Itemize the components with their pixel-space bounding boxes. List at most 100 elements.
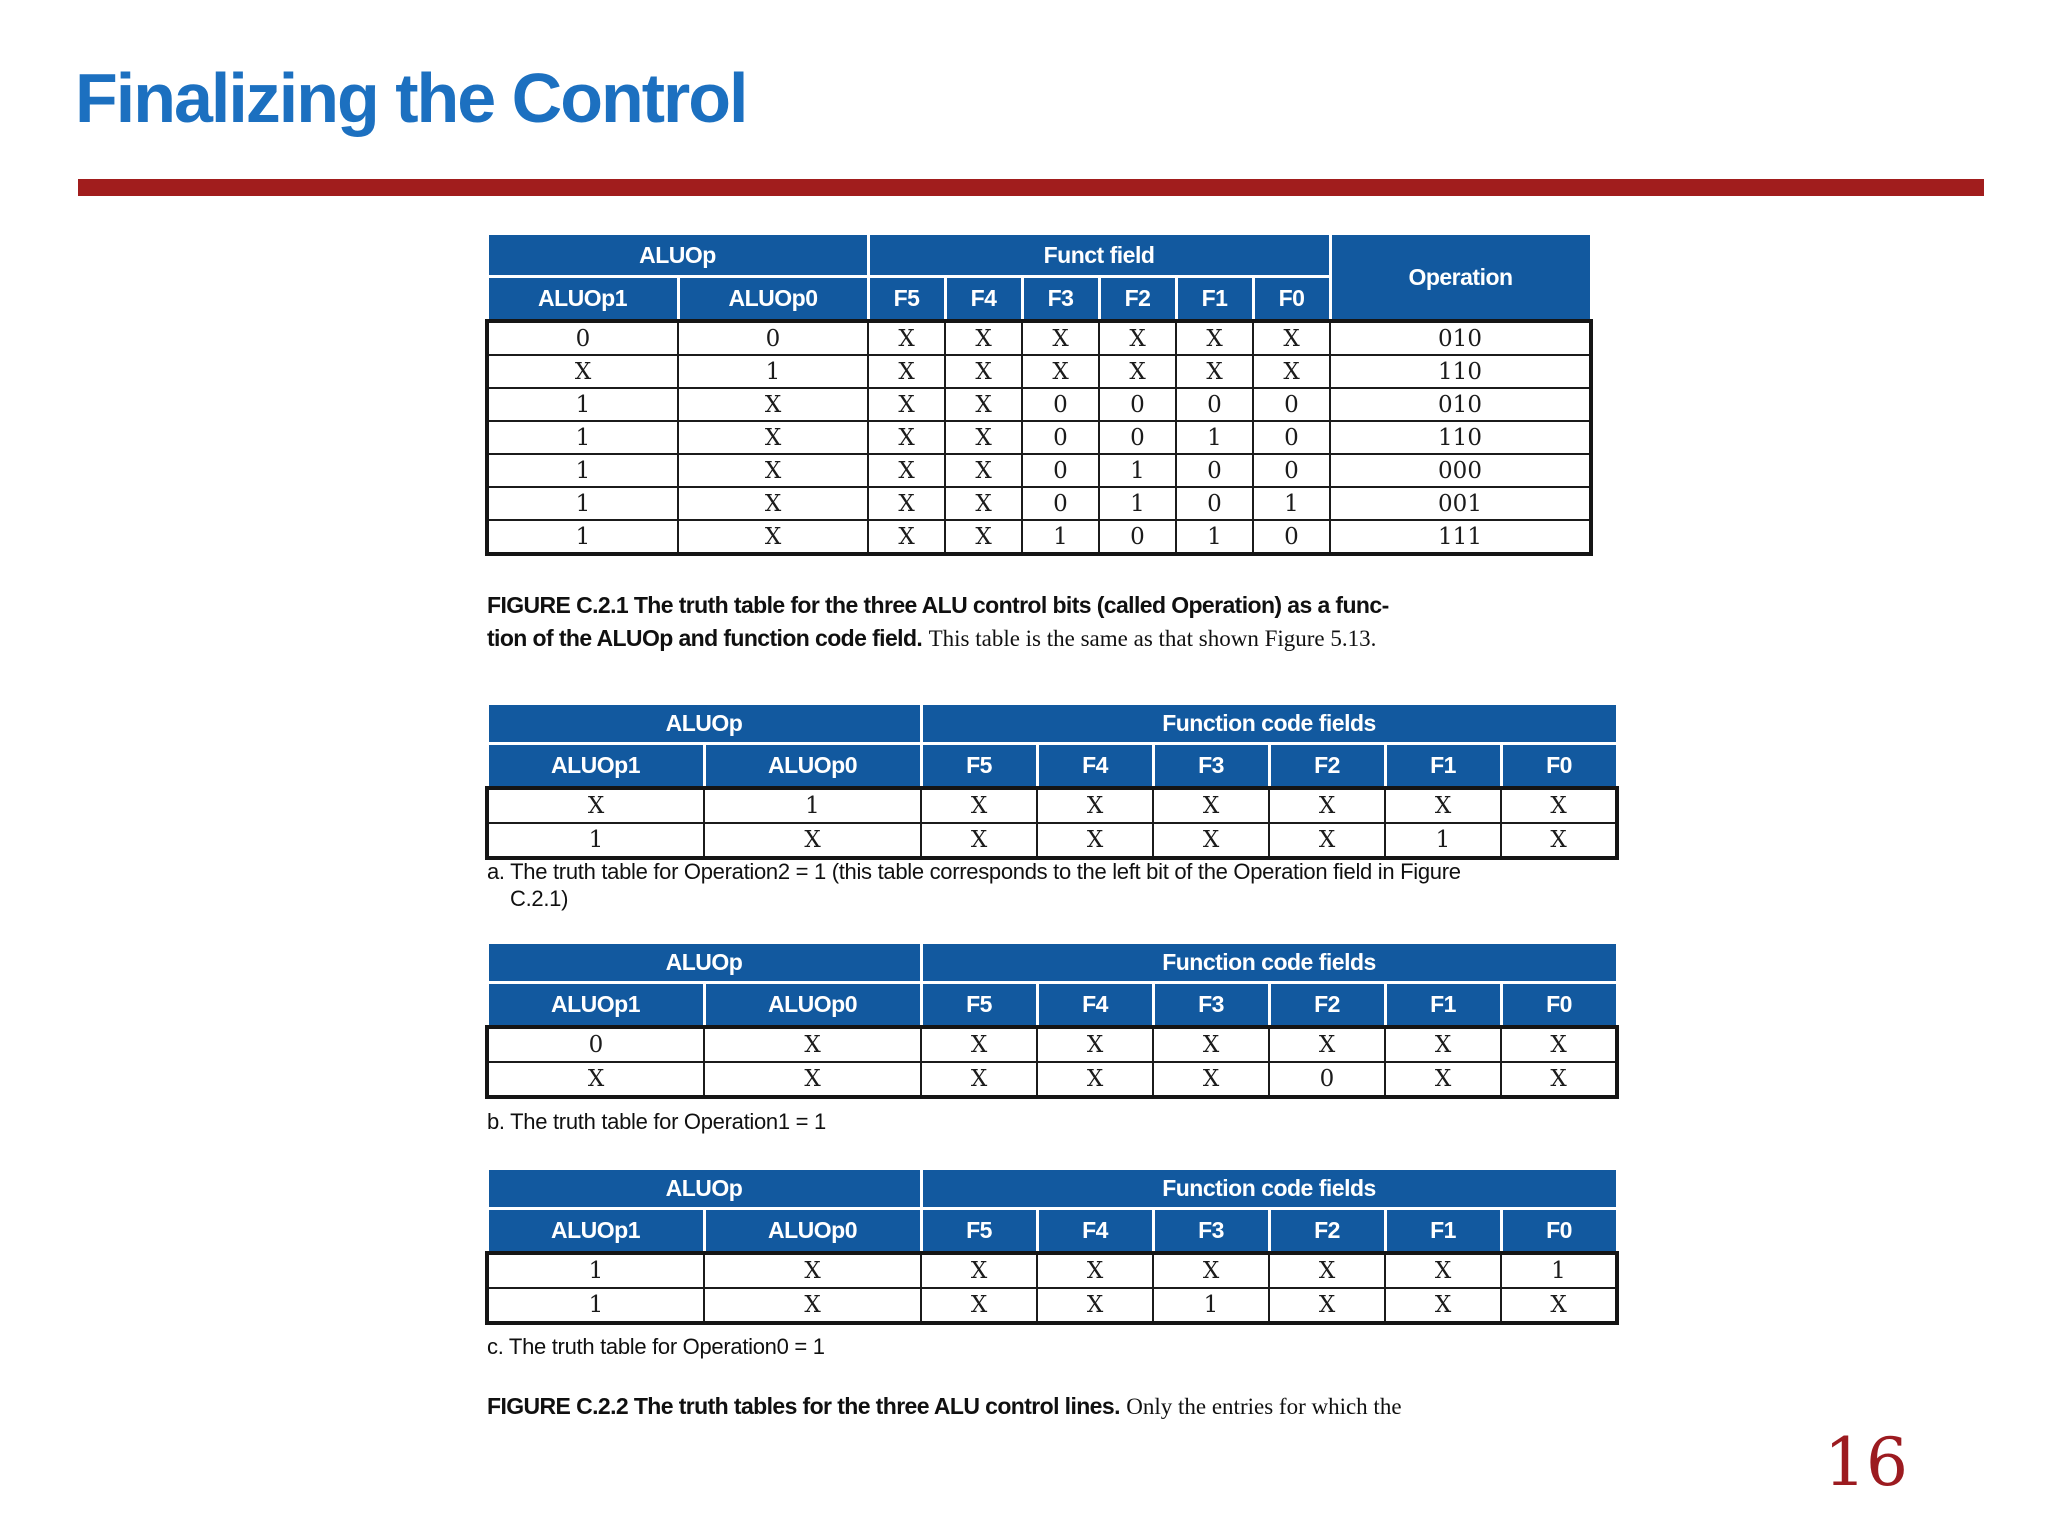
caption-a-line2: C.2.1) xyxy=(510,886,569,911)
group-header-function-code-fields: Function code fields xyxy=(919,941,1619,984)
caption-c-line1: c. The truth table for Operation0 = 1 xyxy=(487,1334,825,1359)
table-cell: X xyxy=(1152,1061,1270,1098)
caption-b: b. The truth table for Operation1 = 1 xyxy=(487,1108,1637,1135)
group-header-aluop: ALUOp xyxy=(485,1167,923,1210)
table-cell: X xyxy=(920,1061,1038,1098)
table-cell: 0 xyxy=(1021,387,1100,422)
group-header-operation: Operation xyxy=(1328,232,1593,323)
table-cell: X xyxy=(1500,1287,1618,1324)
table-cell: X xyxy=(867,453,946,488)
figure-c21-caption: FIGURE C.2.1 The truth table for the thr… xyxy=(487,589,1637,655)
table-cell: X xyxy=(1036,1026,1154,1063)
table-cell: X xyxy=(944,486,1023,521)
truth-table-operation0: ALUOp Function code fields ALUOp1 ALUOp0 F… xyxy=(485,1167,1619,1325)
table-cell: X xyxy=(920,1026,1038,1063)
column-header: F5 xyxy=(919,981,1039,1029)
table-cell: 0 xyxy=(677,320,869,356)
table-cell: 000 xyxy=(1329,453,1592,488)
column-header: ALUOp1 xyxy=(485,275,680,323)
column-header-row: ALUOp1 ALUOp0 F5 F4 F3 F2 F1 F0 xyxy=(485,275,1591,323)
table-cell: 1 xyxy=(1252,486,1331,521)
table-cell: X xyxy=(1384,1026,1502,1063)
column-header-row: ALUOp1 ALUOp0 F5 F4 F3 F2 F1 F0 xyxy=(485,1207,1619,1255)
table-cell: 1 xyxy=(486,486,679,521)
table-cell: X xyxy=(1500,822,1618,859)
table-cell: X xyxy=(920,787,1038,824)
table-cell: X xyxy=(703,1287,922,1324)
column-header: F0 xyxy=(1499,742,1619,790)
table-cell: 0 xyxy=(1021,486,1100,521)
caption-serif-text: Only the entries for which the xyxy=(1126,1394,1402,1419)
table-cell: 1 xyxy=(486,1287,705,1324)
table-cell: X xyxy=(1021,354,1100,389)
table-cell: X xyxy=(486,787,705,824)
table-cell: X xyxy=(944,354,1023,389)
table-cell: X xyxy=(1268,787,1386,824)
title-divider xyxy=(78,179,1984,196)
table-cell: 0 xyxy=(1098,519,1177,555)
table-cell: X xyxy=(1098,354,1177,389)
table-cell: X xyxy=(867,354,946,389)
table-cell: 001 xyxy=(1329,486,1592,521)
table-cell: X xyxy=(1098,320,1177,356)
table-cell: X xyxy=(1500,1026,1618,1063)
table-cell: X xyxy=(867,387,946,422)
table-cell: X xyxy=(703,1026,922,1063)
caption-a-line1: a. The truth table for Operation2 = 1 (t… xyxy=(487,859,1461,884)
table-cell: 1 xyxy=(1098,453,1177,488)
column-header: F3 xyxy=(1020,275,1101,323)
column-header-row: ALUOp1 ALUOp0 F5 F4 F3 F2 F1 F0 xyxy=(485,981,1619,1029)
table-cell: 0 xyxy=(1098,387,1177,422)
table-cell: X xyxy=(1384,1287,1502,1324)
table-cell: X xyxy=(703,1061,922,1098)
table-cell: X xyxy=(1268,822,1386,859)
table-row: 1 X X X 0 0 1 0 110 xyxy=(486,420,1592,455)
table-cell: X xyxy=(1384,1061,1502,1098)
column-header: ALUOp1 xyxy=(485,742,706,790)
table-cell: 1 xyxy=(1098,486,1177,521)
caption-serif-text: This table is the same as that shown Fig… xyxy=(928,626,1377,651)
column-header: F4 xyxy=(943,275,1024,323)
page-number: 16 xyxy=(1824,1424,1908,1501)
truth-table-operation2: ALUOp Function code fields ALUOp1 ALUOp0 F… xyxy=(485,702,1619,860)
caption-b-line1: b. The truth table for Operation1 = 1 xyxy=(487,1109,826,1134)
table-cell: X xyxy=(1175,320,1254,356)
caption-bold-text: FIGURE C.2.2 The truth tables for the th… xyxy=(487,1393,1120,1419)
caption-c: c. The truth table for Operation0 = 1 xyxy=(487,1333,1637,1360)
table-cell: X xyxy=(867,420,946,455)
table-cell: 1 xyxy=(486,822,705,859)
table-cell: X xyxy=(1036,822,1154,859)
table-cell: X xyxy=(1252,320,1331,356)
table-cell: 0 xyxy=(1252,420,1331,455)
table-cell: 110 xyxy=(1329,420,1592,455)
group-header-function-code-fields: Function code fields xyxy=(919,1167,1619,1210)
table-row: 1 X X X 0 0 0 0 010 xyxy=(486,387,1592,422)
table-cell: 1 xyxy=(1175,420,1254,455)
table-cell: X xyxy=(677,486,869,521)
column-header: F5 xyxy=(919,1207,1039,1255)
truth-table-c21-body: 0 0 X X X X X X 010 X 1 X X X X X X 110 1 X X X 0 0 0 0 010 1 X X X 0 0 1… xyxy=(486,320,1592,555)
group-header-funct-field: Funct field xyxy=(866,232,1332,278)
table-cell: X xyxy=(1268,1252,1386,1289)
table-cell: 1 xyxy=(486,1252,705,1289)
table-cell: X xyxy=(486,1061,705,1098)
table-cell: X xyxy=(944,387,1023,422)
table-cell: 0 xyxy=(1175,453,1254,488)
table-cell: 1 xyxy=(703,787,922,824)
table-cell: X xyxy=(1036,1061,1154,1098)
table-row: 0 0 X X X X X X 010 xyxy=(486,320,1592,356)
table-cell: X xyxy=(1036,787,1154,824)
table-cell: 1 xyxy=(677,354,869,389)
table-cell: 1 xyxy=(1021,519,1100,555)
table-cell: X xyxy=(944,420,1023,455)
column-header-row: ALUOp1 ALUOp0 F5 F4 F3 F2 F1 F0 xyxy=(485,742,1619,790)
table-cell: X xyxy=(1152,1026,1270,1063)
table-cell: X xyxy=(920,1287,1038,1324)
table-cell: X xyxy=(1500,787,1618,824)
table-cell: X xyxy=(1021,320,1100,356)
column-header: F1 xyxy=(1383,981,1503,1029)
